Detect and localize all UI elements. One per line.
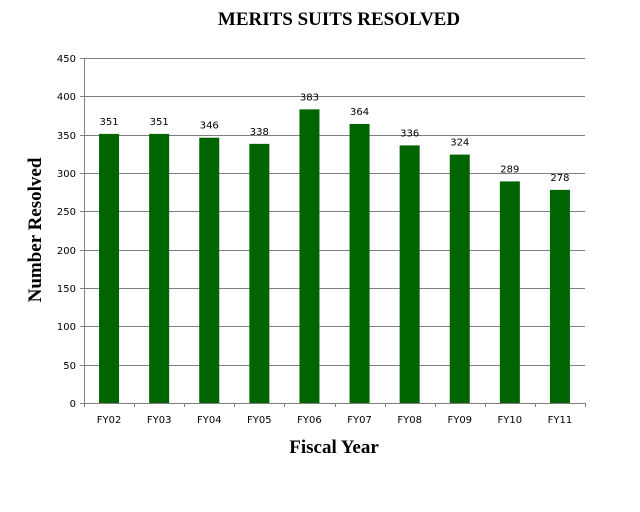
x-tick-labels: FY02 FY03 FY04 FY05 FY06 FY07 FY08 FY09 FY10 FY11 <box>97 415 572 426</box>
axes <box>80 58 586 407</box>
y-tick-label: 250 <box>57 207 76 218</box>
y-tick-label: 450 <box>57 54 76 65</box>
data-label: 351 <box>100 117 119 128</box>
y-tick-label: 0 <box>70 399 76 410</box>
bar <box>349 123 370 403</box>
data-label: 336 <box>400 128 419 139</box>
x-tick-label: FY04 <box>197 415 222 426</box>
y-tick-label: 200 <box>57 246 76 257</box>
data-labels: 351 351 346 338 383 364 336 324 289 278 <box>100 92 570 184</box>
y-tick-label: 150 <box>57 284 76 295</box>
y-tick-label: 300 <box>57 169 76 180</box>
x-tick-label: FY11 <box>548 415 573 426</box>
x-tick-label: FY02 <box>97 415 122 426</box>
bar <box>149 133 170 403</box>
x-axis-label: Fiscal Year <box>289 437 379 458</box>
data-label: 364 <box>350 107 369 118</box>
data-label: 324 <box>450 138 469 149</box>
y-axis-label: Number Resolved <box>25 157 46 302</box>
x-tick-label: FY06 <box>297 415 322 426</box>
data-label: 346 <box>200 121 219 132</box>
bar <box>199 137 220 403</box>
y-tick-label: 350 <box>57 131 76 142</box>
y-tick-label: 50 <box>63 361 76 372</box>
x-tick-label: FY10 <box>498 415 523 426</box>
x-tick-label: FY03 <box>147 415 172 426</box>
bar <box>399 145 420 403</box>
data-label: 289 <box>500 164 519 175</box>
y-tick-labels: 0 50 100 150 200 250 300 350 400 450 <box>57 54 76 410</box>
x-tick-label: FY07 <box>347 415 372 426</box>
bar <box>299 109 320 403</box>
bar <box>99 133 120 403</box>
chart-title: MERITS SUITS RESOLVED <box>218 9 460 30</box>
y-tick-label: 100 <box>57 322 76 333</box>
bar <box>549 189 570 403</box>
data-label: 351 <box>150 117 169 128</box>
x-tick-label: FY08 <box>397 415 422 426</box>
y-tick-label: 400 <box>57 92 76 103</box>
bar <box>449 154 470 403</box>
bar <box>499 181 520 403</box>
data-label: 383 <box>300 92 319 103</box>
data-label: 338 <box>250 127 269 138</box>
x-tick-label: FY09 <box>447 415 472 426</box>
bars <box>99 109 570 403</box>
data-label: 278 <box>550 173 569 184</box>
x-tick-label: FY05 <box>247 415 272 426</box>
bar <box>249 143 270 403</box>
